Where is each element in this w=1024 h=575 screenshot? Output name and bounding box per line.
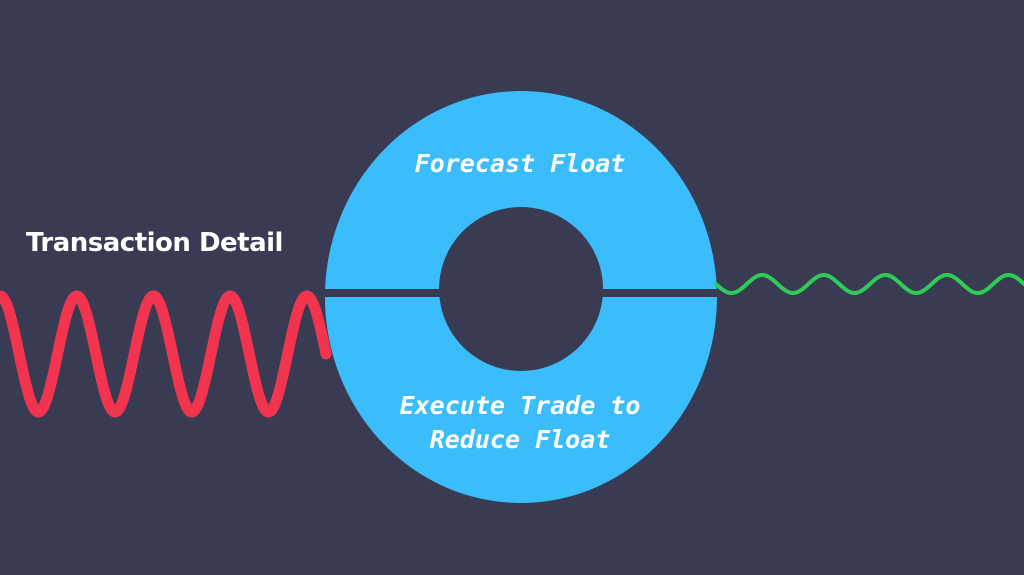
output-signal-wave: [714, 272, 1024, 296]
ring-divider-right: [602, 289, 720, 297]
ring-bottom-label-line1: Execute Trade to: [399, 391, 641, 420]
ring-divider-left: [322, 289, 440, 297]
ring-top-label: Forecast Float: [414, 149, 626, 178]
input-label: Transaction Detail: [26, 228, 283, 258]
ring-bottom-label: Execute Trade to Reduce Float: [340, 389, 700, 457]
process-ring: [324, 91, 717, 503]
ring-bottom-label-line2: Reduce Float: [429, 425, 611, 454]
input-signal-wave: [0, 290, 332, 418]
